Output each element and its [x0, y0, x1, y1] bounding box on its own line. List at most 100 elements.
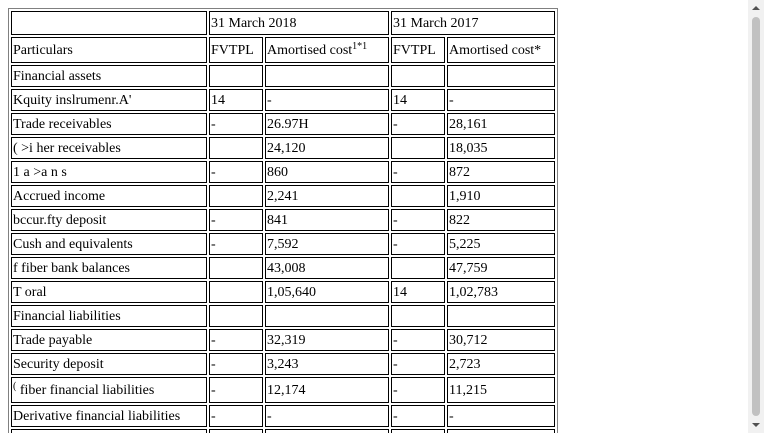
table-cell	[209, 137, 263, 159]
table-cell: 872	[447, 161, 555, 183]
table-header-row: 31 March 2018 31 March 2017	[11, 11, 555, 35]
page-content: 31 March 2018 31 March 2017 Particulars …	[8, 8, 558, 433]
table-cell	[265, 305, 389, 327]
table-cell: Kquity inslrumenr.A'	[11, 89, 207, 111]
table-cell: 1 a >a n s	[11, 161, 207, 183]
table-cell: 5,225	[447, 233, 555, 255]
table-cell: -	[391, 329, 445, 351]
table-cell: -	[209, 209, 263, 231]
financial-instruments-table: 31 March 2018 31 March 2017 Particulars …	[8, 8, 558, 433]
header-cell: FVTPL	[209, 37, 263, 63]
table-row: f fiber bank balances 43,008 47,759	[11, 257, 555, 279]
table-cell: 24,120	[265, 137, 389, 159]
table-row: Derivative financial liabilities - - - -	[11, 405, 555, 427]
table-cell: -	[391, 209, 445, 231]
table-row: Financial assets	[11, 65, 555, 87]
header-cell: 31 March 2017	[391, 11, 555, 35]
table-row: Security deposit - 3,243 - 2,723	[11, 353, 555, 375]
table-cell: 14	[391, 89, 445, 111]
table-cell: 2,723	[447, 353, 555, 375]
table-cell: f fiber bank balances	[11, 257, 207, 279]
table-cell: Cush and equivalents	[11, 233, 207, 255]
table-cell: T oral	[11, 281, 207, 303]
table-cell: ( >i her receivables	[11, 137, 207, 159]
table-cell	[391, 305, 445, 327]
table-cell: 32,319	[265, 329, 389, 351]
table-cell: -	[265, 405, 389, 427]
header-cell: Particulars	[11, 37, 207, 63]
table-cell	[209, 305, 263, 327]
table-cell: -	[391, 233, 445, 255]
table-row: Accrued income 2,241 1,910	[11, 185, 555, 207]
table-cell: bccur.fty deposit	[11, 209, 207, 231]
header-label: Amortised cost	[267, 42, 353, 58]
table-row	[11, 429, 555, 433]
table-cell: 3,243	[265, 353, 389, 375]
table-row: ( fiber financial liabilities - 12,174 -…	[11, 377, 555, 403]
table-cell: 14	[391, 281, 445, 303]
header-cell: FVTPL	[391, 37, 445, 63]
table-header-row: Particulars FVTPL Amortised cost1*1 FVTP…	[11, 37, 555, 63]
table-cell	[209, 65, 263, 87]
table-cell	[391, 185, 445, 207]
scrollbar-thumb[interactable]	[752, 17, 760, 416]
table-cell: Financial liabilities	[11, 305, 207, 327]
scroll-down-arrow-icon[interactable]	[748, 417, 764, 433]
table-row: Financial liabilities	[11, 305, 555, 327]
table-cell: Security deposit	[11, 353, 207, 375]
table-row: ( >i her receivables 24,120 18,035	[11, 137, 555, 159]
table-cell	[447, 429, 555, 433]
table-cell	[209, 185, 263, 207]
table-cell	[11, 429, 207, 433]
table-row: T oral 1,05,640 14 1,02,783	[11, 281, 555, 303]
table-cell: -	[209, 377, 263, 403]
header-cell: Amortised cost1*1	[265, 37, 389, 63]
table-cell: Trade receivables	[11, 113, 207, 135]
table-row: 1 a >a n s - 860 - 872	[11, 161, 555, 183]
table-cell: 2,241	[265, 185, 389, 207]
table-cell: -	[391, 377, 445, 403]
table-cell: -	[447, 405, 555, 427]
table-cell: 1,02,783	[447, 281, 555, 303]
table-cell: 18,035	[447, 137, 555, 159]
table-row: Cush and equivalents - 7,592 - 5,225	[11, 233, 555, 255]
table-cell: 1,910	[447, 185, 555, 207]
table-row: Kquity inslrumenr.A' 14 - 14 -	[11, 89, 555, 111]
table-cell	[391, 429, 445, 433]
scroll-up-arrow-icon[interactable]	[748, 0, 764, 16]
table-cell: -	[209, 405, 263, 427]
table-cell: 47,759	[447, 257, 555, 279]
header-cell: 31 March 2018	[209, 11, 389, 35]
table-cell: -	[391, 161, 445, 183]
table-cell: -	[447, 89, 555, 111]
table-cell	[391, 137, 445, 159]
table-cell: -	[209, 353, 263, 375]
table-cell: Derivative financial liabilities	[11, 405, 207, 427]
table-cell: Trade payable	[11, 329, 207, 351]
table-row: bccur.fty deposit - 841 - 822	[11, 209, 555, 231]
table-cell	[391, 65, 445, 87]
table-cell	[391, 257, 445, 279]
table-cell: -	[391, 113, 445, 135]
table-row: Trade receivables - 26.97H - 28,161	[11, 113, 555, 135]
vertical-scrollbar[interactable]	[748, 0, 764, 433]
table-cell	[209, 281, 263, 303]
table-cell: 7,592	[265, 233, 389, 255]
table-row: Trade payable - 32,319 - 30,712	[11, 329, 555, 351]
table-cell: 14	[209, 89, 263, 111]
table-cell: 11,215	[447, 377, 555, 403]
table-cell	[209, 429, 263, 433]
table-cell: ( fiber financial liabilities	[11, 377, 207, 403]
table-cell: -	[209, 329, 263, 351]
table-cell: Accrued income	[11, 185, 207, 207]
table-cell: 1,05,640	[265, 281, 389, 303]
table-cell: 30,712	[447, 329, 555, 351]
table-cell: -	[265, 89, 389, 111]
header-cell: Amortised cost*	[447, 37, 555, 63]
table-cell	[209, 257, 263, 279]
table-cell: 841	[265, 209, 389, 231]
table-cell	[447, 65, 555, 87]
table-cell: 26.97H	[265, 113, 389, 135]
table-cell	[265, 429, 389, 433]
table-cell: -	[209, 113, 263, 135]
